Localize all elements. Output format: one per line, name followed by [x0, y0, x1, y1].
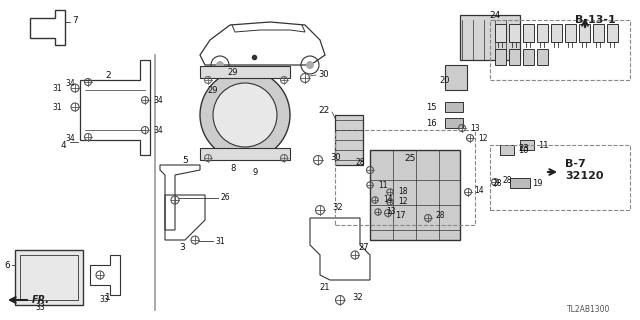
Bar — [445, 102, 463, 112]
Text: 33: 33 — [99, 295, 109, 305]
Circle shape — [200, 70, 290, 160]
Bar — [200, 148, 290, 160]
Text: B-13-1: B-13-1 — [575, 15, 616, 25]
Text: 29: 29 — [228, 68, 238, 76]
Text: 30: 30 — [318, 69, 328, 78]
Text: 21: 21 — [320, 283, 330, 292]
Circle shape — [213, 83, 277, 147]
Bar — [490, 20, 630, 80]
Bar — [593, 24, 604, 42]
Text: 34: 34 — [153, 95, 163, 105]
Bar — [460, 15, 520, 60]
Text: 11: 11 — [378, 180, 387, 189]
Text: 24: 24 — [490, 11, 500, 20]
Bar — [370, 150, 460, 240]
Text: 13: 13 — [386, 207, 396, 217]
Text: 19: 19 — [532, 179, 543, 188]
Text: 32: 32 — [352, 292, 363, 301]
Text: 27: 27 — [358, 244, 369, 252]
Bar — [523, 24, 534, 42]
Bar — [523, 49, 534, 65]
Text: 34: 34 — [153, 125, 163, 134]
Text: 12: 12 — [398, 197, 408, 206]
Bar — [495, 49, 506, 65]
Circle shape — [306, 61, 314, 69]
Text: B-7
32120: B-7 32120 — [565, 159, 604, 181]
Bar — [15, 250, 83, 305]
Text: 23: 23 — [518, 143, 529, 153]
Text: 2: 2 — [105, 70, 111, 79]
Bar — [335, 130, 475, 225]
Text: 14: 14 — [474, 186, 484, 195]
Text: 9: 9 — [252, 167, 258, 177]
Text: 28: 28 — [502, 175, 511, 185]
Text: 14: 14 — [383, 196, 392, 204]
Bar — [537, 24, 548, 42]
Text: 16: 16 — [426, 118, 437, 127]
Text: 28: 28 — [493, 179, 502, 188]
Text: 4: 4 — [60, 140, 66, 149]
Text: 6: 6 — [4, 260, 10, 269]
Text: 31: 31 — [215, 237, 225, 246]
Text: 26: 26 — [220, 194, 230, 203]
Text: 3: 3 — [179, 244, 185, 252]
Text: 31: 31 — [52, 84, 62, 92]
Text: 18: 18 — [398, 188, 408, 196]
Text: 17: 17 — [395, 211, 406, 220]
Bar — [445, 118, 463, 128]
Text: 28: 28 — [435, 211, 445, 220]
Bar — [495, 24, 506, 42]
Text: 32: 32 — [332, 204, 342, 212]
Text: 15: 15 — [426, 102, 437, 111]
Circle shape — [216, 61, 224, 69]
Bar — [510, 178, 530, 188]
Text: 31: 31 — [52, 102, 62, 111]
Bar — [200, 66, 290, 78]
Text: 28: 28 — [355, 157, 365, 166]
Text: 13: 13 — [470, 124, 479, 132]
Text: 7: 7 — [72, 15, 77, 25]
Text: 8: 8 — [230, 164, 236, 172]
Bar — [490, 145, 630, 210]
Text: 25: 25 — [404, 154, 416, 163]
Bar — [445, 65, 467, 90]
Bar — [335, 115, 363, 165]
Text: 22: 22 — [319, 106, 330, 115]
Bar — [607, 24, 618, 42]
Text: 20: 20 — [440, 76, 451, 84]
Bar — [509, 24, 520, 42]
Text: 29: 29 — [208, 85, 218, 94]
Text: 5: 5 — [182, 156, 188, 164]
Text: 30: 30 — [330, 153, 340, 162]
Text: 34: 34 — [65, 133, 75, 142]
Bar — [520, 140, 534, 150]
Text: 1: 1 — [105, 293, 111, 302]
Bar — [551, 24, 562, 42]
Text: 10: 10 — [518, 146, 529, 155]
Bar — [537, 49, 548, 65]
Text: 11: 11 — [538, 140, 548, 149]
Text: TL2AB1300: TL2AB1300 — [566, 306, 610, 315]
Bar — [20, 255, 78, 300]
Bar — [500, 145, 514, 155]
Text: 12: 12 — [478, 133, 488, 142]
Text: 33: 33 — [35, 303, 45, 313]
Bar — [509, 49, 520, 65]
Bar — [565, 24, 576, 42]
Text: 34: 34 — [65, 78, 75, 87]
Text: FR.: FR. — [32, 295, 50, 305]
Bar — [579, 24, 590, 42]
